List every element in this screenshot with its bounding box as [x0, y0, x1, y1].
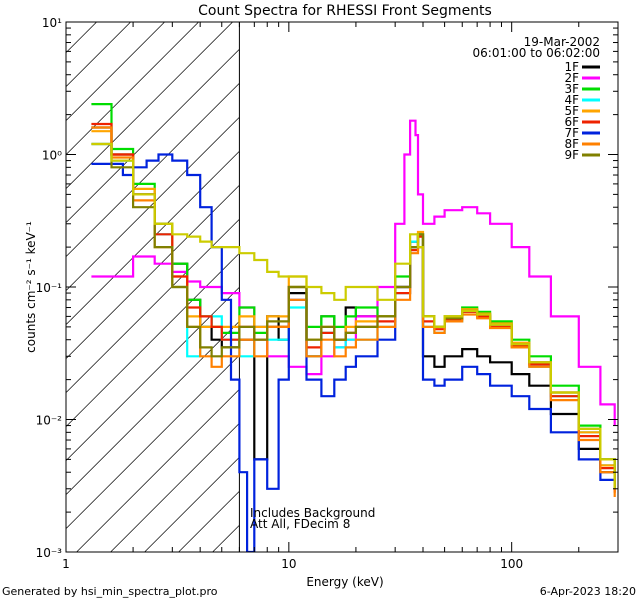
hatch-line — [66, 320, 240, 495]
legend-label-4F: 4F — [564, 93, 579, 107]
hatch-line — [66, 48, 240, 223]
y-tick-label: 10⁻¹ — [36, 281, 63, 295]
hatch-line — [66, 150, 240, 325]
footer-timestamp: 6-Apr-2023 18:20 — [540, 585, 636, 598]
y-tick-label: 10⁰ — [42, 149, 62, 163]
hatch-line — [66, 116, 240, 291]
hatch-line — [212, 524, 240, 552]
hatch-line — [66, 184, 240, 359]
legend-label-1F: 1F — [564, 60, 579, 74]
y-axis-label: counts cm⁻² s⁻¹ keV⁻¹ — [24, 221, 38, 353]
series-line-3F — [91, 103, 616, 489]
date-label: 19-Mar-2002 — [524, 35, 600, 49]
legend-label-3F: 3F — [564, 82, 579, 96]
plot-frame — [65, 21, 619, 553]
hatch-line — [66, 82, 240, 257]
hatch-line — [110, 422, 240, 552]
series-line-7F — [91, 153, 616, 552]
legend-label-8F: 8F — [564, 137, 579, 151]
y-tick-label: 10¹ — [42, 16, 62, 30]
hatch-line — [66, 22, 233, 189]
series-line-extra-9 — [91, 142, 616, 489]
x-tick-label: 10 — [281, 557, 296, 571]
hatch-line — [76, 388, 240, 552]
hatch-line — [66, 252, 240, 427]
chart-title: Count Spectra for RHESSI Front Segments — [198, 3, 492, 19]
legend-label-6F: 6F — [564, 115, 579, 129]
hatch-line — [66, 354, 240, 529]
hatch-line — [66, 286, 240, 461]
hatch-line — [144, 456, 240, 552]
series-line-2F — [91, 119, 616, 426]
y-tick-label: 10⁻³ — [36, 546, 63, 560]
legend-label-2F: 2F — [564, 71, 579, 85]
series-line-8F — [91, 126, 616, 497]
legend-label-9F: 9F — [564, 148, 579, 162]
annotation-background: Includes Background — [250, 506, 375, 520]
axis-ticks: 1 10 100 10¹ 10⁰ 10⁻¹ 10⁻² 10⁻³ — [36, 16, 619, 571]
series-line-5F — [91, 130, 616, 489]
annotation-attenuator: Att All, FDecim 8 — [250, 517, 350, 531]
legend-label-7F: 7F — [564, 126, 579, 140]
footer-generated-by: Generated by hsi_min_spectra_plot.pro — [2, 585, 218, 598]
x-tick-label: 100 — [500, 557, 523, 571]
x-axis-label: Energy (keV) — [306, 575, 383, 589]
hatch-line — [178, 490, 240, 552]
hatch-line — [66, 22, 97, 53]
legend-label-5F: 5F — [564, 104, 579, 118]
hatch-line — [66, 22, 199, 155]
hatch-line — [66, 22, 165, 121]
x-tick-label: 1 — [62, 557, 70, 571]
y-tick-label: 10⁻² — [36, 414, 63, 428]
series-lines — [91, 103, 616, 552]
series-line-1F — [91, 126, 616, 480]
time-label: 06:01:00 to 06:02:00 — [473, 46, 600, 60]
hatch-line — [66, 22, 131, 87]
